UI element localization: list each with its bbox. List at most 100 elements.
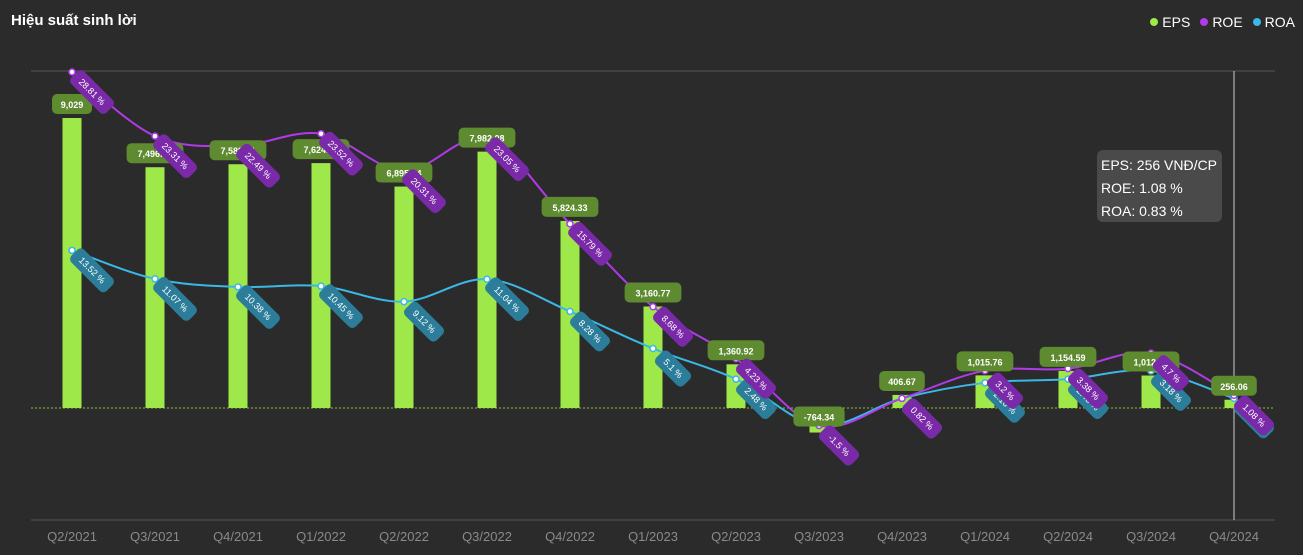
x-tick-label: Q3/2022 [462,529,512,544]
roe-point [898,394,906,403]
roa-label-badge [736,379,776,420]
eps-bar [1224,399,1244,408]
roa-label-badge [1151,370,1191,411]
eps-data-label: 1,154.59 [1050,353,1085,363]
eps-label-badge [707,340,765,361]
eps-label-badge [541,196,599,217]
x-tick-label: Q1/2023 [628,529,678,544]
roe-point [151,132,159,140]
roe-label-group: -1.5 % [819,425,859,466]
eps-data-label: 3,160.77 [635,288,670,298]
roa-point [317,282,325,290]
roe-label-badge [653,306,693,347]
roa-label-badge [485,277,529,322]
roe-label-group: 22.49 % [236,143,280,188]
eps-label-badge [879,370,925,391]
eps-bar [643,306,663,408]
eps-data-label: 1,015.76 [967,357,1002,367]
eps-label-badge [624,282,682,303]
x-tick-label: Q1/2022 [296,529,346,544]
eps-data-label: 406.67 [888,377,916,387]
roa-point [400,297,408,306]
eps-label-badge [956,351,1014,372]
roe-label-badge [1234,395,1274,436]
x-tick-label: Q1/2024 [960,529,1010,544]
roe-label-badge [70,70,114,114]
eps-data-label: 256.06 [1220,382,1248,392]
x-tick-label: Q4/2024 [1209,529,1259,544]
roe-label-group: 0.82 % [902,398,942,439]
x-tick-label: Q3/2021 [130,529,180,544]
eps-data-label: 9,029 [61,100,84,110]
roe-point [566,220,574,228]
roe-label-badge [986,372,1024,409]
legend-dot-eps [1150,18,1159,26]
eps-data-label: -764.34 [804,413,835,423]
roe-label-group: 4.7 % [1152,355,1190,392]
chart-legend: EPS ROE ROA [1150,14,1295,30]
x-tick-label: Q3/2023 [794,529,844,544]
tooltip-roe: ROE: 1.08 % [1101,180,1183,196]
roe-label-badge [485,137,529,182]
roa-label-badge [236,285,280,329]
roe-label-group: 1.08 % [1234,395,1274,436]
roa-point [566,307,574,316]
roe-label-group: 3.2 % [986,372,1024,409]
eps-label-badge [793,406,845,427]
eps-label-badge [52,94,92,114]
x-tick-label: Q2/2024 [1043,529,1093,544]
roa-point [649,344,657,353]
roa-point [483,275,491,283]
legend-item-roe[interactable]: ROE [1200,14,1243,30]
legend-item-eps[interactable]: EPS [1150,14,1190,30]
x-tick-label: Q3/2024 [1126,529,1176,544]
roa-label-badge [70,248,114,293]
x-tick-label: Q2/2022 [379,529,429,544]
roe-label-badge [1152,355,1190,392]
eps-data-label: 7,496.63 [137,149,172,159]
roe-point [68,68,76,76]
legend-dot-roe [1200,18,1209,26]
eps-bar [394,186,414,408]
x-tick-label: Q4/2023 [877,529,927,544]
legend-label-eps: EPS [1162,14,1191,30]
x-tick-label: Q2/2023 [711,529,761,544]
roa-label-badge [654,350,692,387]
legend-label-roe: ROE [1212,14,1243,30]
roe-label-badge [319,131,363,176]
eps-label-badge [1211,375,1257,396]
roe-point [649,303,657,311]
roe-label-badge [568,221,612,266]
roe-label-badge [153,134,197,179]
tooltip-eps: EPS: 256 VNĐ/CP [1101,157,1217,173]
eps-data-label: 7,624.45 [303,145,338,155]
roa-label-badge [153,276,197,321]
roa-point [151,275,159,283]
tooltip-roa: ROA: 0.83 % [1101,203,1183,219]
eps-data-label: 1,012.03 [1133,357,1168,367]
eps-data-label: 5,824.33 [552,203,587,213]
eps-label-badge [1039,346,1097,367]
roa-label-badge [570,311,610,352]
roa-label-badge [319,284,363,329]
hover-tooltip: EPS: 256 VNĐ/CP ROE: 1.08 % ROA: 0.83 % [1097,150,1222,222]
roa-label-badge [404,301,444,342]
roe-label-badge [402,169,446,214]
x-tick-label: Q4/2022 [545,529,595,544]
legend-dot-roa [1252,18,1261,26]
eps-data-label: 1,360.92 [718,346,753,356]
roe-label-badge [1068,368,1108,409]
roa-label-group: 5.1 % [654,350,692,387]
roe-label-badge [236,143,280,188]
eps-data-label: 6,895.04 [386,169,421,179]
x-tick-label: Q2/2021 [47,529,97,544]
roa-point [732,375,740,383]
legend-item-roa[interactable]: ROA [1252,14,1295,30]
x-tick-label: Q4/2021 [213,529,263,544]
roa-point [68,246,76,255]
chart-title: Hiệu suất sinh lời [11,12,137,29]
roa-point [234,283,242,291]
roe-label-badge [736,358,776,399]
legend-label-roa: ROA [1264,14,1295,30]
